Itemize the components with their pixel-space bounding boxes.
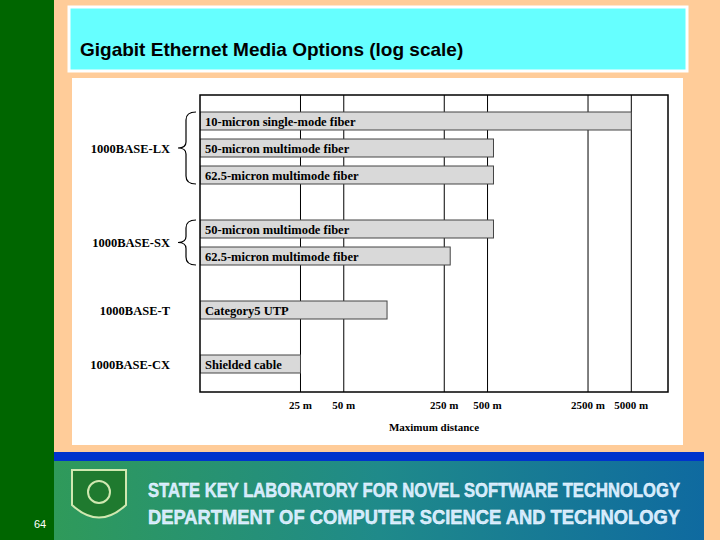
- bar-labels: 10-micron single-mode fiber 50-micron mul…: [205, 115, 359, 372]
- tick-label: 500 m: [473, 399, 501, 411]
- bar-label: 50-micron multimode fiber: [205, 142, 350, 156]
- page-number: 64: [34, 518, 46, 530]
- grid-line: [588, 95, 589, 392]
- bar: [200, 139, 493, 157]
- logo-emblem: [88, 481, 110, 503]
- bar: [200, 247, 450, 265]
- x-axis-label: Maximum distance: [389, 421, 479, 433]
- group-spacer: [174, 364, 198, 365]
- footer-text: STATE KEY LABORATORY FOR NOVEL SOFTWARE …: [148, 479, 680, 501]
- bar-label: 62.5-micron multimode fiber: [205, 250, 359, 264]
- bars: [200, 112, 631, 373]
- background: [0, 0, 720, 540]
- bar: [200, 301, 387, 319]
- group-brace: [178, 112, 196, 184]
- footer-text: DEPARTMENT OF COMPUTER SCIENCE AND TECHN…: [148, 506, 680, 528]
- tick-label: 5000 m: [614, 399, 648, 411]
- tick-label: 50 m: [332, 399, 355, 411]
- tick-label: 250 m: [430, 399, 458, 411]
- bar: [200, 112, 631, 130]
- bar-label: 50-micron multimode fiber: [205, 223, 350, 237]
- group-label: 1000BASE-T: [100, 304, 171, 318]
- bar-label: 62.5-micron multimode fiber: [205, 169, 359, 183]
- tick-label: 2500 m: [571, 399, 605, 411]
- side-strip: [0, 0, 54, 540]
- group-label: 1000BASE-CX: [90, 358, 170, 372]
- tick-label: 25 m: [289, 399, 312, 411]
- chart-panel: [72, 78, 683, 445]
- grid-line: [631, 95, 632, 392]
- bar: [200, 166, 493, 184]
- group-brace: [178, 220, 196, 265]
- bar: [200, 220, 493, 238]
- title-box: [69, 7, 687, 71]
- plot-frame: [200, 95, 668, 392]
- logo: [72, 470, 126, 518]
- bar-label: 10-micron single-mode fiber: [205, 115, 356, 129]
- bar: [200, 355, 300, 373]
- group-label: 1000BASE-SX: [92, 236, 170, 250]
- footer-stripe: [54, 452, 704, 461]
- footer-banner: [54, 452, 704, 540]
- bar-label: Category5 UTP: [205, 304, 289, 318]
- title: Gigabit Ethernet Media Options (log scal…: [80, 39, 463, 60]
- slide: Gigabit Ethernet Media Options (log scal…: [0, 0, 720, 540]
- group-spacer: [174, 310, 198, 311]
- group-label: 1000BASE-LX: [91, 142, 170, 156]
- bar-label: Shielded cable: [205, 358, 282, 372]
